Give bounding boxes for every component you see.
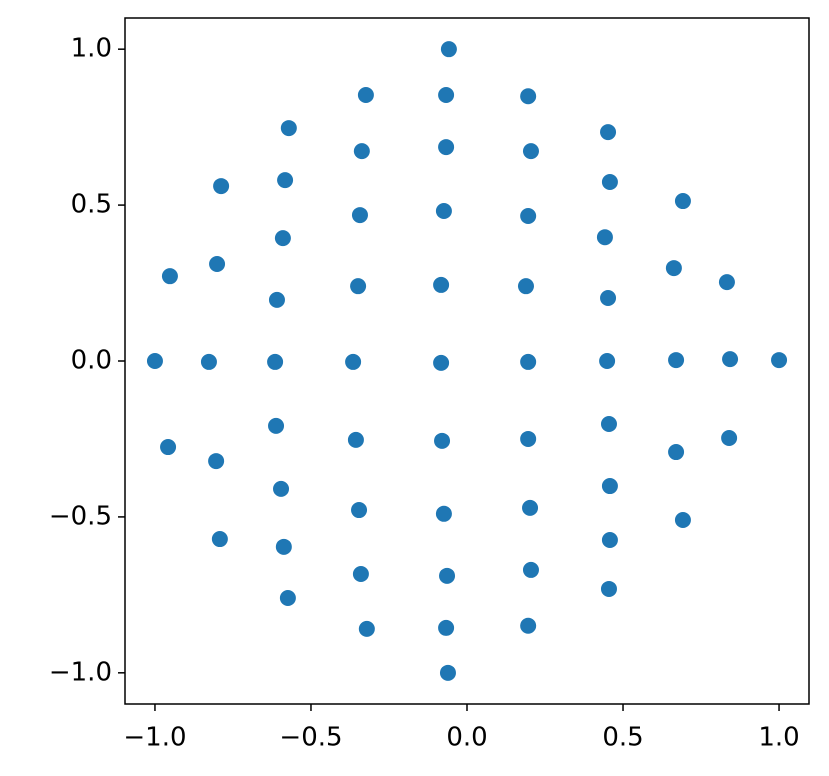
point [161, 268, 178, 285]
point [435, 203, 452, 220]
point [440, 41, 457, 58]
point [280, 120, 297, 137]
point [433, 354, 450, 371]
point [434, 432, 451, 449]
point [600, 124, 617, 141]
point [439, 664, 456, 681]
point [211, 531, 228, 548]
point [347, 431, 364, 448]
point [601, 478, 618, 495]
point [209, 256, 226, 273]
point [358, 620, 375, 637]
point [517, 278, 534, 295]
point [160, 439, 177, 456]
x-tick-label: −0.5 [279, 723, 342, 753]
point [599, 353, 616, 369]
point [273, 480, 290, 497]
x-tick-label: 0.0 [446, 723, 487, 753]
point [268, 417, 285, 434]
x-tick-label: 1.0 [758, 723, 799, 753]
point [520, 353, 537, 370]
point [522, 499, 539, 516]
point [438, 619, 455, 636]
point [357, 87, 374, 104]
point [435, 505, 452, 522]
point [520, 88, 537, 105]
point [345, 353, 362, 370]
point [200, 353, 217, 370]
point [522, 561, 539, 578]
point [267, 353, 284, 370]
point [275, 538, 292, 555]
point [665, 260, 682, 277]
plot-frame [124, 17, 810, 705]
point [439, 567, 456, 584]
x-tick-label: 0.5 [602, 723, 643, 753]
point [438, 87, 455, 104]
point [600, 290, 617, 307]
point [668, 352, 685, 369]
point [433, 276, 450, 293]
x-tick-label: −1.0 [123, 723, 186, 753]
point [601, 531, 618, 548]
point [350, 278, 367, 295]
point [596, 229, 613, 246]
point [668, 444, 685, 461]
point [600, 580, 617, 597]
y-tick-label: −1.0 [49, 657, 112, 687]
y-tick-label: 1.0 [71, 34, 112, 64]
point [268, 291, 285, 308]
point [352, 565, 369, 582]
point [674, 193, 691, 210]
point [520, 617, 537, 634]
point [351, 502, 368, 519]
point [274, 230, 291, 247]
point [208, 453, 225, 470]
point [722, 351, 739, 368]
point [522, 143, 539, 160]
point [351, 207, 368, 224]
point [721, 430, 738, 447]
point [438, 139, 455, 156]
point [520, 208, 537, 225]
point [279, 589, 296, 606]
point [771, 352, 788, 369]
y-tick-label: 0.5 [71, 190, 112, 220]
point [674, 512, 691, 529]
y-tick-label: −0.5 [49, 501, 112, 531]
point [601, 174, 618, 191]
point [520, 430, 537, 447]
point [600, 415, 617, 432]
point [213, 178, 230, 195]
point [353, 143, 370, 160]
point [277, 172, 294, 189]
point [718, 274, 735, 291]
y-tick-label: 0.0 [71, 346, 112, 376]
point [146, 353, 163, 369]
